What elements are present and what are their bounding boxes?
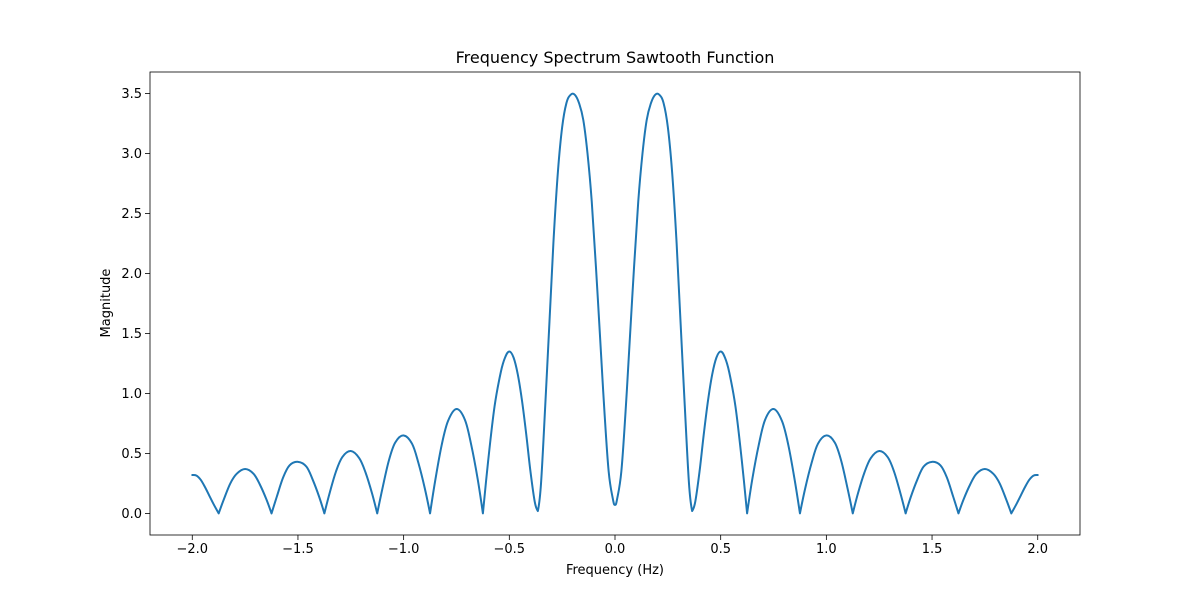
y-tick-label: 0.0 xyxy=(121,507,142,522)
x-tick-label: −2.0 xyxy=(176,542,208,557)
y-axis-ticks: 0.0 0.5 1.0 1.5 2.0 2.5 3.0 3.5 xyxy=(121,87,150,522)
series-layer xyxy=(191,92,1039,515)
x-tick-label: 0.0 xyxy=(605,542,626,557)
plot-area xyxy=(150,72,1080,535)
y-tick-label: 3.5 xyxy=(121,87,142,102)
x-tick-label: 2.0 xyxy=(1027,542,1048,557)
y-tick-label: 2.0 xyxy=(121,267,142,282)
x-tick-label: 1.0 xyxy=(816,542,837,557)
x-axis-label: Frequency (Hz) xyxy=(566,563,664,578)
x-tick-label: −1.5 xyxy=(282,542,314,557)
x-tick-label: 0.5 xyxy=(710,542,731,557)
x-axis-ticks: −2.0 −1.5 −1.0 −0.5 0.0 0.5 1.0 1.5 2.0 xyxy=(176,535,1048,557)
y-tick-label: 0.5 xyxy=(121,447,142,462)
series-line xyxy=(191,92,1039,515)
y-tick-label: 1.0 xyxy=(121,387,142,402)
x-tick-label: 1.5 xyxy=(922,542,943,557)
y-tick-label: 1.5 xyxy=(121,327,142,342)
x-tick-label: −0.5 xyxy=(494,542,526,557)
x-tick-label: −1.0 xyxy=(388,542,420,557)
y-axis-label: Magnitude xyxy=(99,269,114,338)
chart-title: Frequency Spectrum Sawtooth Function xyxy=(456,48,775,67)
y-tick-label: 3.0 xyxy=(121,147,142,162)
y-tick-label: 2.5 xyxy=(121,207,142,222)
